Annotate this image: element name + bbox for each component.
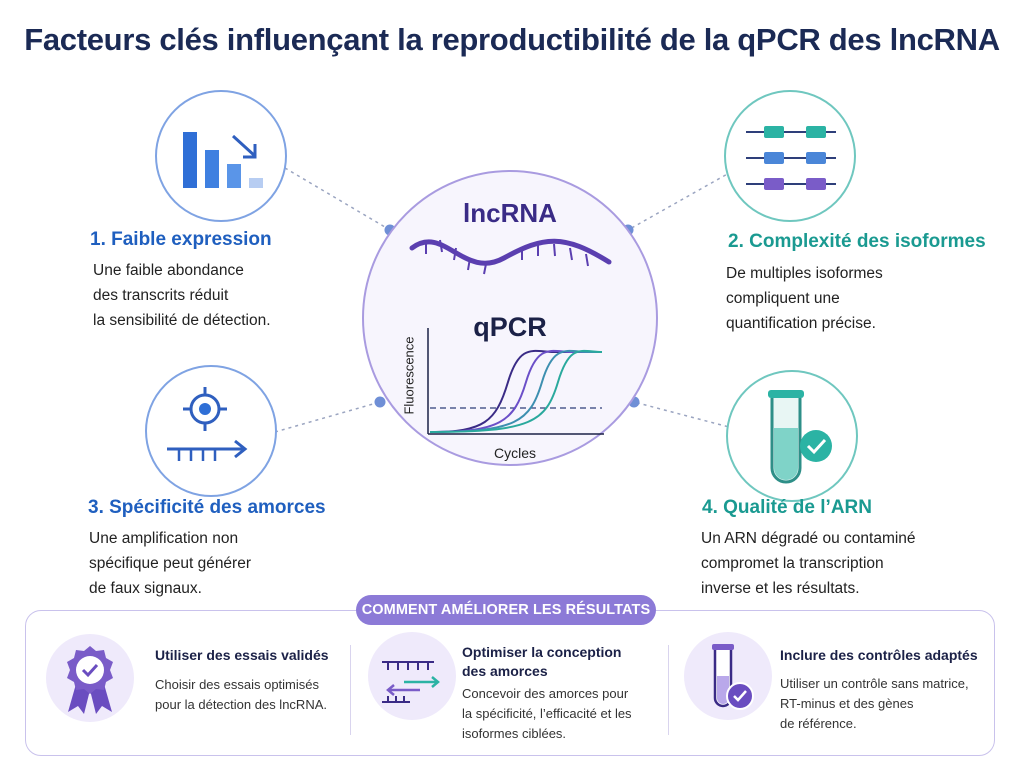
tip-1-icon-circle <box>46 634 134 722</box>
tip-separator <box>350 645 351 735</box>
factor-1-desc: Une faible abondance des transcrits rédu… <box>93 262 271 329</box>
x-axis-label: Cycles <box>493 445 536 461</box>
primer-target-icon <box>167 387 248 461</box>
page-title: Facteurs clés influençant la reproductib… <box>24 22 1000 57</box>
lncrna-label: lncRNA <box>463 198 557 228</box>
tip-3-title: Inclure des contrôles adaptés <box>780 647 978 663</box>
tip-1-title: Utiliser des essais validés <box>155 647 329 663</box>
factor-3-icon-circle <box>145 365 277 497</box>
central-diagram <box>362 170 658 466</box>
factor-3-desc: Une amplification non spécifique peut gé… <box>89 530 252 597</box>
primer-pair-icon <box>382 661 440 703</box>
award-ribbon-icon <box>67 646 113 714</box>
tip-2-desc: Concevoir des amorces pour la spécificit… <box>462 686 632 741</box>
isoform-exons-icon <box>746 126 836 190</box>
tip-2-title: Optimiser la conception des amorces <box>462 644 622 679</box>
tip-3-desc: Utiliser un contrôle sans matrice, RT-mi… <box>780 676 969 731</box>
rna-strand-icon <box>409 238 612 275</box>
factor-1-title: 1. Faible expression <box>90 229 272 250</box>
tip-1-desc: Choisir des essais optimisés pour la dét… <box>155 677 327 712</box>
factor-3-title: 3. Spécificité des amorces <box>88 497 326 518</box>
factor-4-title: 4. Qualité de l’ARN <box>702 497 872 518</box>
improvement-panel <box>25 610 995 756</box>
declining-bar-chart-icon <box>183 132 263 188</box>
factor-2-title: 2. Complexité des isoformes <box>728 231 986 252</box>
tip-separator <box>668 645 669 735</box>
factor-4-icon-circle <box>726 370 858 502</box>
y-axis-label: Fluorescence <box>401 336 417 415</box>
factor-2-icon-circle <box>724 90 856 222</box>
tip-2-icon-circle <box>368 632 456 720</box>
control-tube-icon <box>712 644 754 710</box>
rna-tube-check-icon <box>768 390 832 484</box>
amplification-plot <box>427 328 604 435</box>
tip-3-icon-circle <box>684 632 772 720</box>
factor-4-desc: Un ARN dégradé ou contaminé compromet la… <box>701 530 916 597</box>
improvement-panel-label: COMMENT AMÉLIORER LES RÉSULTATS <box>356 595 656 625</box>
qpcr-label: qPCR <box>473 312 547 342</box>
factor-2-desc: De multiples isoformes compliquent une q… <box>726 265 883 332</box>
factor-1-icon-circle <box>155 90 287 222</box>
